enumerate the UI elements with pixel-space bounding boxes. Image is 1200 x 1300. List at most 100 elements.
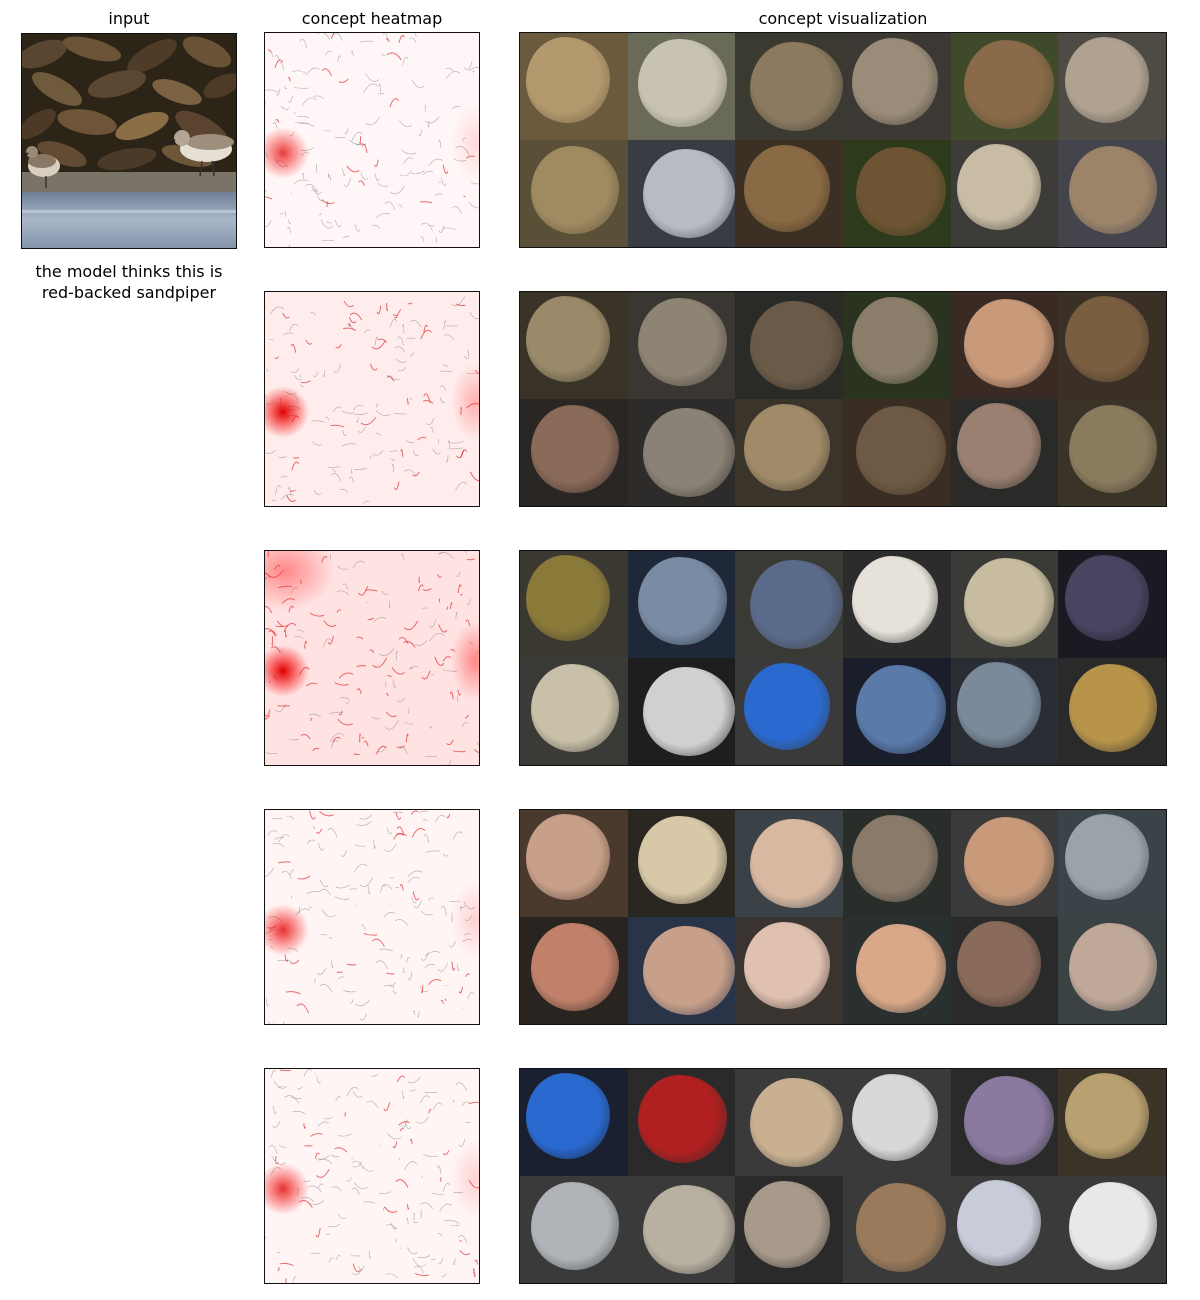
highlighted-region <box>963 1076 1054 1166</box>
concept-heatmap <box>264 809 480 1025</box>
concept-example-tile <box>735 917 843 1024</box>
highlighted-region <box>855 147 947 237</box>
concept-example-tile <box>843 140 951 247</box>
highlighted-region <box>642 407 736 498</box>
concept-example-tile <box>520 399 628 506</box>
highlighted-region <box>642 925 736 1016</box>
highlighted-region <box>1064 37 1149 123</box>
caption-line-1: the model thinks this is <box>35 262 223 281</box>
highlighted-region <box>530 146 620 235</box>
highlighted-region <box>957 1180 1042 1266</box>
concept-visualization-grid <box>519 32 1167 248</box>
highlighted-region <box>743 1181 831 1268</box>
highlighted-region <box>1069 664 1158 753</box>
concept-example-tile <box>520 551 628 658</box>
concept-example-tile <box>1058 1069 1166 1176</box>
sandpiper-left <box>22 146 60 188</box>
water <box>22 192 236 248</box>
concept-example-tile <box>1058 399 1166 506</box>
highlighted-region <box>743 922 831 1009</box>
highlighted-region <box>1069 923 1158 1012</box>
concept-example-tile <box>627 917 736 1024</box>
highlighted-region <box>638 39 727 128</box>
concept-visualization-grid <box>519 1068 1167 1284</box>
highlighted-region <box>963 817 1054 907</box>
concept-example-tile <box>735 810 843 917</box>
prediction-caption: the model thinks this is red-backed sand… <box>0 261 258 303</box>
highlighted-region <box>1064 1073 1149 1159</box>
concept-example-tile <box>843 33 951 140</box>
highlighted-region <box>750 300 843 391</box>
concept-example-tile <box>735 658 843 765</box>
heatmap-drawing <box>265 810 479 1024</box>
concept-example-tile <box>1058 292 1166 399</box>
concept-example-tile <box>1058 33 1166 140</box>
highlighted-region <box>526 296 611 382</box>
highlighted-region <box>743 145 831 232</box>
input-column-title: input <box>108 9 150 28</box>
concept-example-tile <box>520 292 628 399</box>
highlighted-region <box>957 662 1042 748</box>
concept-example-tile <box>627 292 736 399</box>
concept-example-tile <box>627 140 736 247</box>
concept-example-tile <box>520 810 628 917</box>
concept-example-tile <box>843 292 951 399</box>
concept-example-tile <box>843 1176 951 1283</box>
highlighted-region <box>851 815 938 902</box>
concept-example-tile <box>627 33 736 140</box>
highlighted-region <box>638 1075 727 1164</box>
concept-example-tile <box>1058 551 1166 658</box>
highlighted-region <box>750 818 843 909</box>
concept-example-tile <box>950 1069 1059 1176</box>
concept-example-tile <box>843 399 951 506</box>
highlighted-region <box>750 559 843 650</box>
highlighted-region <box>638 298 727 387</box>
highlighted-region <box>1064 555 1149 641</box>
concept-example-tile <box>735 551 843 658</box>
highlighted-region <box>1064 296 1149 382</box>
highlighted-region <box>526 814 611 900</box>
highlighted-region <box>530 923 620 1012</box>
highlighted-region <box>963 558 1054 648</box>
highlighted-region <box>963 40 1054 130</box>
concept-heatmap <box>264 550 480 766</box>
concept-example-tile <box>950 399 1059 506</box>
highlighted-region <box>855 924 947 1014</box>
heatmap-drawing <box>265 33 479 247</box>
concept-visualization-grid <box>519 809 1167 1025</box>
highlighted-region <box>851 297 938 384</box>
highlighted-region <box>530 664 620 753</box>
highlighted-region <box>851 38 938 125</box>
concept-example-tile <box>950 1176 1059 1283</box>
concept-example-tile <box>843 658 951 765</box>
concept-example-tile <box>735 399 843 506</box>
concept-example-tile <box>843 917 951 1024</box>
concept-example-tile <box>627 658 736 765</box>
concept-example-tile <box>950 551 1059 658</box>
concept-example-tile <box>1058 917 1166 1024</box>
highlighted-region <box>957 144 1042 230</box>
highlighted-region <box>957 403 1042 489</box>
concept-example-tile <box>1058 1176 1166 1283</box>
highlighted-region <box>855 406 947 496</box>
highlighted-region <box>743 404 831 491</box>
concept-example-tile <box>627 810 736 917</box>
highlighted-region <box>855 665 947 755</box>
caption-line-2: red-backed sandpiper <box>41 283 217 302</box>
concept-example-tile <box>520 658 628 765</box>
concept-heatmap <box>264 1068 480 1284</box>
sandpiper-right <box>164 130 234 177</box>
heatmap-drawing <box>265 1069 479 1283</box>
highlighted-region <box>530 405 620 494</box>
heatmap-drawing <box>265 551 479 765</box>
concept-example-tile <box>520 140 628 247</box>
concept-example-tile <box>520 917 628 1024</box>
concept-example-tile <box>843 810 951 917</box>
highlighted-region <box>638 816 727 905</box>
concept-visualization-grid <box>519 550 1167 766</box>
concept-example-tile <box>627 1069 736 1176</box>
concept-example-tile <box>1058 140 1166 247</box>
concept-example-tile <box>843 551 951 658</box>
concept-heatmap <box>264 291 480 507</box>
concept-heatmap <box>264 32 480 248</box>
